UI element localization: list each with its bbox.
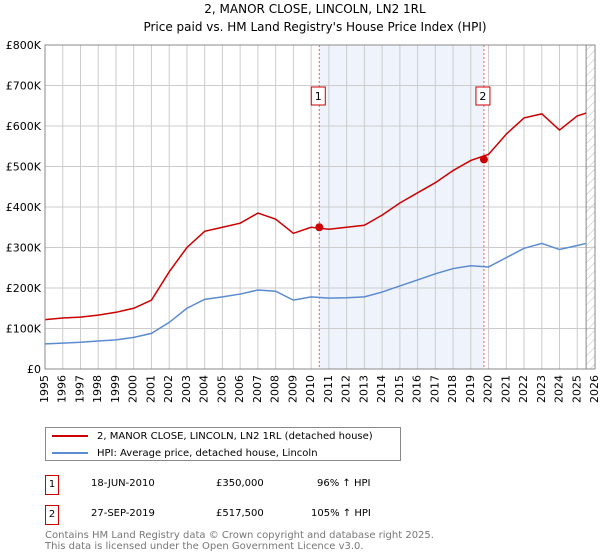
- plot-border: [44, 44, 596, 370]
- x-tick-label: 2019: [464, 375, 477, 403]
- x-tick-label: 2000: [127, 375, 140, 403]
- x-tick-label: 2005: [215, 375, 228, 403]
- x-tick-label: 2006: [233, 375, 246, 403]
- sale-row-2: 2 27-SEP-2019 £517,500 105% ↑ HPI: [45, 505, 445, 525]
- sale-point: [315, 223, 324, 232]
- x-tick-label: 2012: [340, 375, 353, 403]
- footer-line-2: This data is licensed under the Open Gov…: [45, 541, 364, 552]
- sale-marker-label: 2: [479, 90, 486, 103]
- legend-label-property: 2, MANOR CLOSE, LINCOLN, LN2 1RL (detach…: [97, 430, 373, 442]
- x-tick-label: 2003: [180, 375, 193, 403]
- legend-swatch-property: [52, 435, 88, 437]
- x-tick-label: 2007: [251, 375, 264, 403]
- x-tick-label: 2001: [144, 375, 157, 403]
- y-tick-label: £400K: [6, 201, 42, 214]
- x-tick-label: 2025: [570, 375, 583, 403]
- x-tick-label: 1996: [56, 375, 69, 403]
- sale-marker-label: 1: [315, 90, 322, 103]
- x-tick-label: 2015: [393, 375, 406, 403]
- y-tick-label: £200K: [6, 282, 42, 295]
- x-tick-label: 2008: [269, 375, 282, 403]
- x-tick-label: 2009: [286, 375, 299, 403]
- series-line: [44, 112, 587, 321]
- x-tick-label: 2020: [482, 375, 495, 403]
- sale-marker-box: [310, 86, 326, 106]
- x-tick-label: 2014: [375, 375, 388, 403]
- x-tick-label: 2023: [535, 375, 548, 403]
- x-tick-label: 2011: [322, 375, 335, 403]
- chart-title: 2, MANOR CLOSE, LINCOLN, LN2 1RL: [204, 2, 426, 16]
- sale-badge: 2: [45, 505, 59, 525]
- footer: Contains HM Land Registry data © Crown c…: [45, 530, 434, 552]
- sale-row-1: 1 18-JUN-2010 £350,000 96% ↑ HPI: [45, 475, 445, 495]
- x-tick-label: 1999: [109, 375, 122, 403]
- x-tick-label: 2016: [411, 375, 424, 403]
- y-tick-label: £100K: [6, 323, 42, 336]
- y-tick-label: £800K: [6, 39, 42, 52]
- y-tick-label: £700K: [6, 80, 42, 93]
- sale-price: £350,000: [216, 478, 264, 489]
- sale-point: [479, 155, 488, 164]
- sale-date: 27-SEP-2019: [91, 508, 155, 519]
- x-tick-label: 1998: [91, 375, 104, 403]
- footer-line-1: Contains HM Land Registry data © Crown c…: [45, 530, 434, 541]
- sale-hpi: 96% ↑ HPI: [317, 478, 371, 489]
- x-tick-label: 2018: [446, 375, 459, 403]
- x-tick-label: 2004: [198, 375, 211, 403]
- x-tick-label: 2026: [588, 375, 600, 403]
- x-tick-label: 1997: [73, 375, 86, 403]
- x-tick-label: 2013: [357, 375, 370, 403]
- x-tick-label: 2021: [499, 375, 512, 403]
- chart-svg: 2, MANOR CLOSE, LINCOLN, LN2 1RL Price p…: [6, 2, 600, 403]
- legend-swatch-hpi: [52, 452, 88, 454]
- sale-price: £517,500: [216, 508, 264, 519]
- x-tick-label: 2017: [428, 375, 441, 403]
- legend-label-hpi: HPI: Average price, detached house, Linc…: [97, 447, 318, 459]
- x-tick-label: 1995: [38, 375, 51, 403]
- series-line: [44, 242, 587, 345]
- x-tick-label: 2022: [517, 375, 530, 403]
- x-tick-label: 2002: [162, 375, 175, 403]
- chart-subtitle: Price paid vs. HM Land Registry's House …: [143, 20, 486, 34]
- sale-badge: 1: [45, 475, 59, 495]
- legend: 2, MANOR CLOSE, LINCOLN, LN2 1RL (detach…: [45, 427, 401, 461]
- sale-marker-box: [475, 86, 491, 106]
- sale-hpi: 105% ↑ HPI: [311, 508, 371, 519]
- sale-date: 18-JUN-2010: [91, 478, 155, 489]
- x-tick-label: 2010: [304, 375, 317, 403]
- y-tick-label: £300K: [6, 242, 42, 255]
- y-tick-label: £600K: [6, 120, 42, 133]
- y-tick-label: £0: [27, 363, 41, 376]
- x-tick-label: 2024: [553, 375, 566, 403]
- y-tick-label: £500K: [6, 161, 42, 174]
